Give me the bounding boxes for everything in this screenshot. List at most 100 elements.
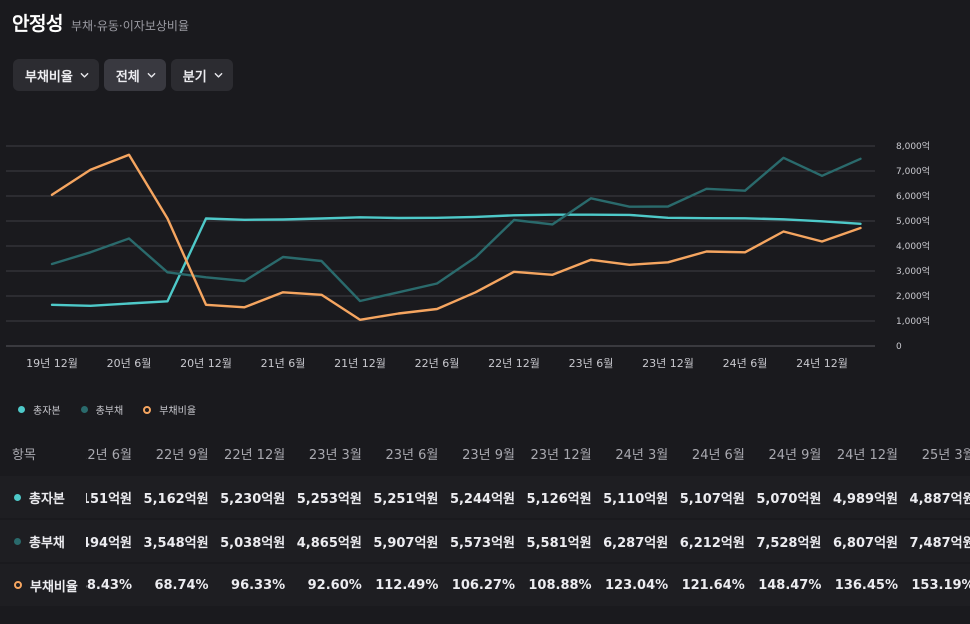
scope-dropdown-label: 전체 [115, 69, 140, 85]
section-title: 안정성 [12, 13, 63, 35]
section-subtitle: 부채·유동·이자보상비율 [70, 19, 189, 33]
scope-dropdown[interactable]: 전체 [103, 59, 166, 91]
table-cell: 5,126억원 [526, 491, 592, 507]
y-tick-label: 0 [896, 342, 902, 352]
row-dot-total-debt [14, 537, 21, 545]
x-tick-label: 20년 6월 [107, 357, 152, 370]
column-header: 22년 9월 [155, 447, 209, 463]
table-row: 부채비율 48.43% 68.74% 96.33% 92.60% 112.49% 106.… [0, 564, 970, 606]
y-tick-label: 2,000억 [896, 290, 930, 302]
legend-ring-debt-ratio [143, 405, 152, 414]
x-tick-label: 19년 12월 [26, 357, 78, 370]
table-cell: 5,251억원 [373, 491, 439, 507]
metric-dropdown[interactable]: 부채비율 [13, 59, 99, 91]
metric-dropdown-label: 부채비율 [25, 69, 73, 85]
table-cell: 68.74% [154, 577, 209, 593]
column-header: 24년 6월 [691, 447, 745, 463]
table-cell: 5,107억원 [679, 491, 745, 507]
legend-label-debt-ratio: 부채비율 [159, 406, 197, 417]
table-cell: 153.19% [911, 577, 970, 593]
column-header: 24년 3월 [615, 447, 669, 463]
legend-item-total-debt[interactable]: 총부채 [80, 402, 124, 417]
x-tick-label: 22년 6월 [415, 357, 460, 370]
table-cell: 5,230억원 [220, 491, 286, 507]
x-tick-label: 24년 6월 [723, 357, 768, 370]
row-label: 총자본 [29, 491, 65, 507]
filter-bar: 부채비율 전체 분기 [13, 59, 233, 91]
column-header: 24년 12월 [836, 447, 898, 463]
row-header-total-debt: 총부채 [0, 520, 86, 562]
row-label: 총부채 [29, 535, 65, 551]
table-cell: 123.04% [604, 577, 669, 593]
y-tick-label: 4,000억 [896, 240, 930, 252]
column-header: 24년 9월 [768, 447, 822, 463]
row-dot-total-capital [14, 493, 21, 501]
table-cell: 5,110억원 [603, 491, 669, 507]
table-cell: 121.64% [681, 577, 745, 593]
legend-item-debt-ratio[interactable]: 부채비율 [143, 402, 196, 417]
table-cell: 4,989억원 [832, 491, 898, 507]
table-cell: 5,162억원 [143, 491, 209, 507]
legend-dot-total-capital [18, 406, 25, 413]
x-tick-label: 22년 12월 [488, 357, 540, 370]
row-ring-debt-ratio [14, 581, 22, 589]
column-header: 25년 3월 [921, 447, 970, 463]
table-cell: 7,487억원 [909, 535, 970, 551]
legend-label-total-debt: 총부채 [95, 406, 124, 417]
legend-label-total-capital: 총자본 [33, 406, 61, 417]
column-header: 23년 6월 [385, 447, 439, 463]
table-cell: 6,287억원 [603, 535, 669, 551]
series-line-total-capital [50, 213, 862, 308]
chart-legend: 총자본 총부채 부채비율 [18, 402, 196, 417]
x-tick-label: 20년 12월 [180, 357, 232, 370]
financial-table: 항목 22년 6월 22년 9월 22년 12월 23년 3월 23년 6월 23년 9월… [0, 436, 970, 624]
table-cell: 7,528억원 [756, 535, 822, 551]
table-cell: 4,887억원 [909, 491, 970, 507]
row-header-debt-ratio: 부채비율 [0, 564, 86, 606]
table-header-label: 항목 [0, 436, 86, 470]
x-tick-label: 23년 12월 [642, 357, 694, 370]
x-tick-label: 24년 12월 [796, 357, 848, 370]
chevron-down-icon [80, 72, 89, 78]
table-cell: 148.47% [758, 577, 822, 593]
row-label: 부채비율 [30, 579, 78, 595]
table-cell: 4,865억원 [296, 535, 362, 551]
table-cell: 112.49% [375, 577, 439, 593]
table-row: 총부채 2,494억원 3,548억원 5,038억원 4,865억원 5,907억원 5… [0, 520, 970, 562]
table-cell: 3,548억원 [143, 535, 209, 551]
table-cell: 6,212억원 [679, 535, 745, 551]
table-cell: 6,807억원 [832, 535, 898, 551]
chevron-down-icon [214, 72, 223, 78]
chevron-down-icon [147, 72, 156, 78]
table-row: 총자본 5,151억원 5,162억원 5,230억원 5,253억원 5,251억원 5… [0, 476, 970, 518]
legend-item-total-capital[interactable]: 총자본 [18, 402, 61, 417]
series-line-debt-ratio [50, 153, 862, 322]
column-header: 22년 12월 [224, 447, 286, 463]
table-cell: 5,581억원 [526, 535, 592, 551]
table-header-row: 항목 22년 6월 22년 9월 22년 12월 23년 3월 23년 6월 23년 9월… [0, 436, 970, 470]
table-cell: 92.60% [307, 577, 362, 593]
table-cell: 5,253억원 [296, 491, 362, 507]
y-tick-label: 7,000억 [896, 165, 930, 177]
stability-line-chart: 8,000억 7,000억 6,000억 5,000억 4,000억 3,000억 2,00… [6, 140, 930, 370]
column-header: 23년 3월 [308, 447, 362, 463]
row-header-total-capital: 총자본 [0, 476, 86, 518]
table-cell: 5,907억원 [373, 535, 439, 551]
y-tick-label: 3,000억 [896, 265, 930, 277]
column-header: 23년 9월 [462, 447, 515, 463]
y-tick-label: 6,000억 [896, 190, 930, 202]
table-cell: 106.27% [451, 577, 515, 593]
y-tick-label: 1,000억 [896, 315, 930, 327]
column-header: 22년 6월 [79, 447, 132, 463]
table-cell: 108.88% [528, 577, 592, 593]
x-tick-label: 21년 6월 [261, 357, 306, 370]
table-cell: 5,244억원 [449, 491, 515, 507]
period-dropdown[interactable]: 분기 [170, 59, 233, 91]
period-dropdown-label: 분기 [182, 69, 207, 85]
column-header: 23년 12월 [530, 447, 592, 463]
table-cell: 96.33% [231, 577, 286, 593]
table-cell: 5,070억원 [756, 491, 822, 507]
series-line-total-debt [50, 156, 862, 303]
x-tick-label: 23년 6월 [569, 357, 614, 370]
